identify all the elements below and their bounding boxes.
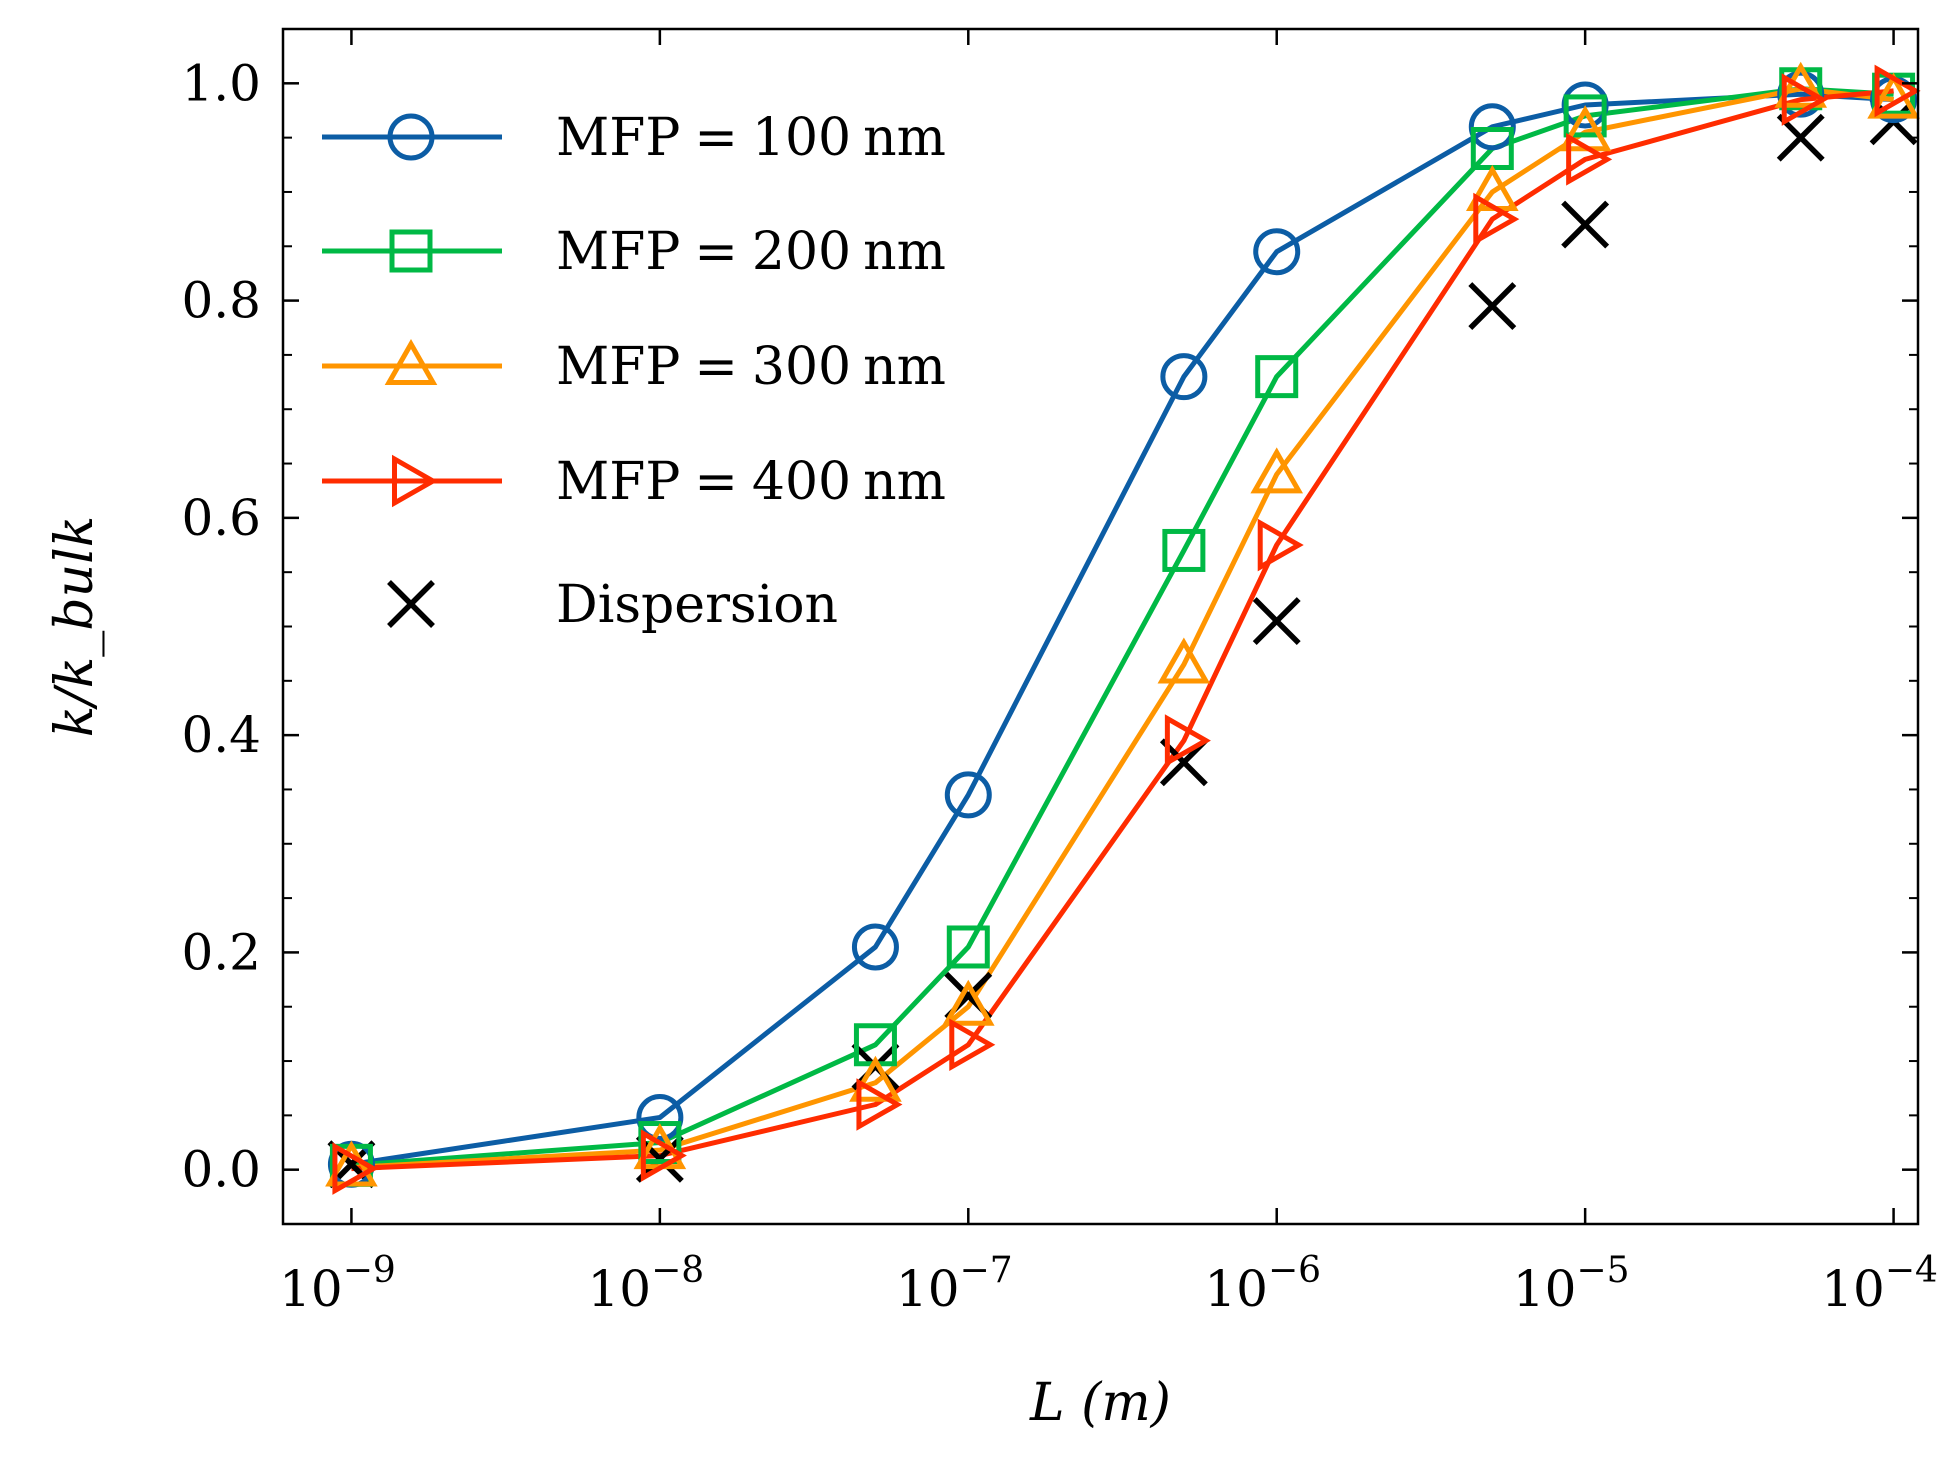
series-4-line xyxy=(351,88,1894,1172)
x-tick-exponent: −4 xyxy=(1885,1250,1938,1291)
x-tick-exponent: −6 xyxy=(1268,1250,1321,1291)
x-tick-label: 10−7 xyxy=(896,1250,1013,1318)
series-4-point-6 xyxy=(1257,518,1304,572)
legend-label: MFP = 400 nm xyxy=(556,452,946,512)
x-tick-label: 10−9 xyxy=(279,1250,396,1318)
plot-lines xyxy=(351,86,1894,1172)
series-3-point-5 xyxy=(1157,637,1211,684)
series-4-point-5 xyxy=(1164,714,1211,767)
series-4-point-4 xyxy=(949,1018,996,1072)
y-tick-label: 0.0 xyxy=(181,1141,261,1199)
series-2-point-8 xyxy=(1563,94,1607,138)
y-tick-label: 0.2 xyxy=(181,923,261,981)
series-1-point-6 xyxy=(1253,228,1301,276)
legend-label: Dispersion xyxy=(556,575,838,635)
legend-prefix: MFP xyxy=(556,222,680,282)
x-tick-label: 10−5 xyxy=(1513,1250,1630,1318)
tick-labels: 0.00.20.40.60.81.010−9 10−8 10−7 10−6 10−5 10… xyxy=(181,54,1937,1318)
series-4-point-10 xyxy=(1874,64,1921,118)
series-4-point-7 xyxy=(1473,192,1520,246)
legend-prefix: MFP xyxy=(556,337,680,397)
legend-marker xyxy=(389,229,433,273)
y-tick-label: 0.8 xyxy=(181,272,261,330)
legend-equals: = xyxy=(694,108,738,168)
series-1-point-4 xyxy=(944,771,992,819)
legend-marker xyxy=(387,580,435,628)
y-tick-label: 0.4 xyxy=(181,706,261,764)
x-tick-base: 10 xyxy=(1513,1260,1577,1318)
ticks xyxy=(283,29,1918,1224)
legend-entry-3: MFP = 300 nm xyxy=(322,337,946,397)
series-2-line xyxy=(351,86,1894,1168)
legend-equals: = xyxy=(694,337,738,397)
x-tick-base: 10 xyxy=(1821,1260,1885,1318)
series-1-point-7 xyxy=(1468,103,1516,151)
series-4-point-9 xyxy=(1781,73,1828,126)
legend-marker xyxy=(392,454,439,508)
series-3-line xyxy=(351,86,1894,1170)
series-5-point-6 xyxy=(1252,597,1301,646)
x-tick-base: 10 xyxy=(588,1260,652,1318)
series-3-point-4 xyxy=(941,979,995,1026)
legend-number: 100 xyxy=(752,108,851,168)
series-5-point-8 xyxy=(1561,200,1610,249)
series-4-point-8 xyxy=(1566,133,1613,186)
legend-equals: = xyxy=(694,222,738,282)
legend-prefix: MFP xyxy=(556,108,680,168)
legend-unit: nm xyxy=(863,337,946,397)
series-5-point-7 xyxy=(1468,282,1517,330)
legend-marker xyxy=(387,113,435,161)
plot-markers xyxy=(325,61,1921,1195)
x-tick-base: 10 xyxy=(1204,1260,1268,1318)
legend-entry-2: MFP = 200 nm xyxy=(322,222,946,282)
y-tick-label: 0.6 xyxy=(181,489,261,547)
x-tick-exponent: −5 xyxy=(1576,1250,1629,1291)
x-tick-label: 10−4 xyxy=(1821,1250,1938,1318)
legend-label: MFP = 300 nm xyxy=(556,337,946,397)
series-3-point-3 xyxy=(849,1055,902,1102)
legend-marker xyxy=(384,338,438,385)
series-1-point-5 xyxy=(1160,353,1208,401)
series-4-point-2 xyxy=(640,1129,687,1182)
series-1-line xyxy=(351,91,1894,1167)
series-3-point-6 xyxy=(1250,447,1304,494)
series-4-point-3 xyxy=(856,1078,903,1131)
legend-unit: nm xyxy=(863,452,946,512)
x-tick-exponent: −8 xyxy=(651,1250,704,1291)
series-3-point-9 xyxy=(1774,61,1828,108)
y-tick-label: 1.0 xyxy=(181,54,261,112)
legend-unit: nm xyxy=(863,222,946,282)
legend-number: 200 xyxy=(752,222,851,282)
legend-number: 400 xyxy=(752,452,851,512)
legend-equals: = xyxy=(694,452,738,512)
legend-entry-1: MFP = 100 nm xyxy=(322,108,946,168)
series-1-point-3 xyxy=(851,923,899,971)
y-axis-label: k/k_bulk xyxy=(45,516,105,737)
x-tick-base: 10 xyxy=(279,1260,343,1318)
legend-label: MFP = 100 nm xyxy=(556,108,946,168)
x-tick-label: 10−6 xyxy=(1204,1250,1321,1318)
x-tick-base: 10 xyxy=(896,1260,960,1318)
legend-entry-5: Dispersion xyxy=(387,575,838,635)
plot-frame xyxy=(281,27,1920,1226)
x-tick-exponent: −9 xyxy=(343,1250,396,1291)
series-2-point-4 xyxy=(946,925,990,969)
series-2-point-5 xyxy=(1162,528,1206,572)
x-tick-label: 10−8 xyxy=(588,1250,705,1318)
series-1-point-2 xyxy=(636,1094,684,1142)
legend-entry-4: MFP = 400 nm xyxy=(322,452,946,512)
legend-prefix: MFP xyxy=(556,452,680,512)
legend-number: 300 xyxy=(752,337,851,397)
x-tick-exponent: −7 xyxy=(960,1250,1013,1291)
series-4-point-1 xyxy=(332,1142,379,1195)
legend-label: MFP = 200 nm xyxy=(556,222,946,282)
x-axis-label: L (m) xyxy=(1029,1373,1171,1433)
legend-unit: nm xyxy=(863,108,946,168)
series-2-point-6 xyxy=(1255,355,1299,399)
